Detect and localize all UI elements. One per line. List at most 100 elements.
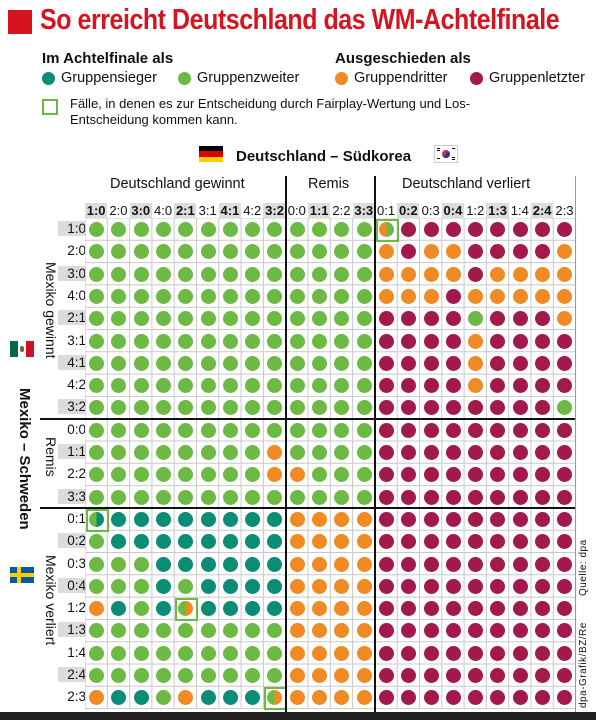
outcome-dot — [445, 266, 461, 282]
outcome-dot — [557, 467, 573, 483]
outcome-dot — [222, 601, 238, 617]
outcome-dot — [289, 556, 305, 572]
grid-cell — [375, 240, 398, 263]
legend-dot — [42, 71, 55, 85]
grid-cell — [330, 352, 353, 375]
outcome-dot — [378, 489, 394, 505]
outcome-dot — [512, 400, 528, 416]
outcome-dot — [312, 445, 327, 460]
grid-cell — [219, 686, 242, 709]
outcome-dot — [334, 288, 350, 304]
outcome-dot — [312, 222, 327, 237]
outcome-dot — [89, 400, 104, 416]
outcome-dot — [535, 288, 550, 304]
grid-cell — [553, 664, 576, 687]
result-grid — [85, 218, 577, 711]
grid-cell — [174, 441, 197, 464]
grid-cell — [420, 486, 443, 509]
grid-cell — [308, 374, 331, 397]
grid-cell — [330, 642, 353, 665]
outcome-dot — [245, 445, 261, 460]
outcome-dot — [312, 422, 327, 438]
grid-cell — [464, 597, 487, 620]
outcome-dot — [267, 222, 283, 237]
grid-cell — [130, 530, 153, 553]
outcome-dot — [445, 400, 461, 416]
grid-cell — [107, 530, 130, 553]
outcome-dot — [557, 355, 573, 371]
grid-cell — [241, 352, 264, 375]
outcome-dot — [289, 244, 305, 260]
outcome-dot — [312, 690, 327, 706]
outcome-dot — [512, 244, 528, 260]
grid-cell — [353, 352, 376, 375]
row-label: 4:2 — [67, 377, 86, 393]
outcome-dot — [111, 645, 127, 661]
outcome-dot — [535, 467, 550, 483]
grid-cell — [241, 508, 264, 531]
outcome-dot — [468, 266, 484, 282]
grid-cell — [531, 575, 554, 598]
grid-cell — [130, 374, 153, 397]
grid-cell — [130, 553, 153, 576]
outcome-dot — [535, 445, 550, 460]
outcome-dot — [267, 645, 283, 661]
outcome-dot — [200, 534, 216, 550]
row-label: 2:3 — [67, 689, 86, 705]
outcome-dot — [468, 422, 484, 438]
outcome-dot — [267, 288, 283, 304]
outcome-dot — [490, 445, 506, 460]
outcome-dot — [378, 511, 394, 527]
grid-cell — [397, 508, 420, 531]
grid-cell — [152, 597, 175, 620]
outcome-dot — [378, 333, 394, 349]
outcome-dot — [245, 378, 261, 394]
grid-cell — [486, 664, 509, 687]
grid-cell — [442, 575, 465, 598]
grid-cell — [308, 664, 331, 687]
outcome-dot — [222, 333, 238, 349]
outcome-dot — [155, 422, 171, 438]
grid-cell — [420, 374, 443, 397]
grid-cell — [375, 486, 398, 509]
column-separator — [285, 176, 287, 712]
outcome-dot — [535, 623, 550, 639]
grid-cell — [397, 642, 420, 665]
outcome-dot — [155, 288, 171, 304]
grid-cell — [263, 263, 286, 286]
outcome-dot — [490, 690, 506, 706]
outcome-dot — [512, 690, 528, 706]
grid-cell — [308, 619, 331, 642]
outcome-dot — [111, 378, 127, 394]
column-label: 3:1 — [198, 203, 217, 218]
outcome-dot — [401, 511, 417, 527]
grid-cell — [375, 218, 399, 242]
outcome-dot — [155, 511, 171, 527]
outcome-dot — [178, 333, 194, 349]
outcome-dot — [490, 266, 506, 282]
grid-cell — [174, 486, 197, 509]
grid-cell — [152, 218, 175, 241]
column-label: 2:0 — [109, 203, 128, 218]
grid-cell — [152, 575, 175, 598]
grid-cell — [152, 263, 175, 286]
grid-cell — [152, 619, 175, 642]
outcome-dot — [378, 623, 394, 639]
column-label: 4:2 — [243, 203, 262, 218]
grid-cell — [442, 619, 465, 642]
grid-cell — [375, 508, 398, 531]
outcome-dot — [222, 288, 238, 304]
row-label: 3:2 — [58, 399, 86, 415]
column-label: 3:3 — [352, 203, 375, 218]
grid-cell — [308, 441, 331, 464]
grid-cell — [353, 463, 376, 486]
outcome-dot — [111, 222, 127, 237]
outcome-dot — [557, 445, 573, 460]
grid-cell — [241, 330, 264, 353]
grid-cell — [85, 486, 108, 509]
grid-cell — [397, 530, 420, 553]
outcome-dot — [557, 244, 573, 260]
grid-cell — [486, 642, 509, 665]
grid-cell — [397, 553, 420, 576]
grid-cell — [464, 686, 487, 709]
